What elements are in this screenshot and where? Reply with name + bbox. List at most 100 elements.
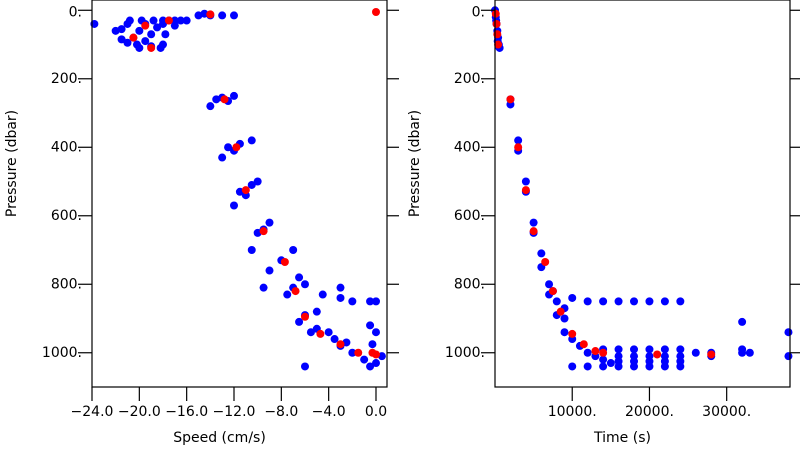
point: [218, 153, 227, 162]
y-tick-label: 200.: [51, 71, 82, 87]
point: [645, 297, 654, 306]
x-tick-label: 20000.: [625, 404, 674, 420]
point: [161, 30, 170, 39]
point: [738, 348, 747, 357]
point: [614, 345, 623, 354]
x-tick-label: −16.0: [165, 404, 208, 420]
point: [295, 317, 304, 326]
point: [206, 102, 215, 111]
point: [552, 297, 561, 306]
point: [117, 25, 126, 34]
point: [529, 227, 538, 236]
point: [336, 293, 345, 302]
x-axis-label: Speed (cm/s): [173, 430, 266, 446]
point: [784, 352, 793, 361]
point: [182, 16, 191, 25]
point: [170, 16, 179, 25]
point: [556, 307, 565, 316]
y-tick-label: 800.: [454, 276, 485, 292]
point: [135, 43, 144, 52]
y-tick-label: 400.: [51, 139, 82, 155]
point: [300, 280, 309, 289]
point: [583, 362, 592, 371]
point: [568, 362, 577, 371]
point: [371, 359, 380, 368]
point: [291, 287, 300, 296]
point: [224, 143, 233, 152]
point: [330, 335, 339, 344]
point: [371, 328, 380, 337]
y-axis-label: Pressure (dbar): [4, 110, 20, 217]
x-tick-label: −8.0: [264, 404, 298, 420]
point: [599, 355, 608, 364]
point: [141, 37, 150, 46]
point: [280, 257, 289, 266]
point: [660, 297, 669, 306]
point: [247, 136, 256, 145]
point: [645, 345, 654, 354]
point: [354, 348, 363, 357]
point: [229, 11, 238, 20]
x-tick-label: 30000.: [702, 404, 751, 420]
point: [300, 362, 309, 371]
point: [316, 329, 325, 338]
point: [366, 297, 375, 306]
point: [135, 26, 144, 35]
point: [366, 321, 375, 330]
x-tick-label: −20.0: [118, 404, 161, 420]
y-tick-label: 600.: [51, 208, 82, 224]
point: [676, 357, 685, 366]
point: [371, 350, 380, 359]
point: [660, 357, 669, 366]
point: [206, 10, 215, 19]
point: [336, 340, 345, 349]
y-tick-label: 0.: [472, 4, 485, 20]
point: [568, 293, 577, 302]
point: [253, 177, 262, 186]
point: [283, 290, 292, 299]
point: [247, 246, 256, 255]
point: [348, 297, 357, 306]
x-tick-label: 10000.: [548, 404, 597, 420]
y-tick-label: 1000.: [445, 345, 485, 361]
x-axis-label: Time (s): [593, 430, 651, 446]
point: [583, 297, 592, 306]
x-tick-label: 0.0: [365, 404, 387, 420]
point: [158, 16, 167, 25]
point: [591, 347, 600, 356]
point: [492, 19, 501, 28]
point: [630, 297, 639, 306]
point: [653, 350, 662, 359]
point: [583, 348, 592, 357]
point: [560, 328, 569, 337]
point: [784, 328, 793, 337]
point: [200, 9, 209, 18]
point: [630, 345, 639, 354]
point: [336, 283, 345, 292]
point: [676, 297, 685, 306]
point: [220, 95, 229, 104]
y-tick-label: 200.: [454, 71, 485, 87]
point: [129, 33, 138, 42]
point: [348, 348, 357, 357]
x-tick-label: −24.0: [71, 404, 114, 420]
x-tick-label: −4.0: [312, 404, 346, 420]
y-tick-label: 1000.: [42, 345, 82, 361]
y-tick-label: 400.: [454, 139, 485, 155]
point: [156, 43, 165, 52]
point: [645, 357, 654, 366]
point: [117, 35, 126, 44]
point: [514, 143, 523, 152]
point: [123, 38, 132, 47]
point: [147, 30, 156, 39]
point: [630, 357, 639, 366]
point: [312, 307, 321, 316]
point: [265, 266, 274, 275]
point: [218, 11, 227, 20]
point: [545, 280, 554, 289]
point: [548, 287, 557, 296]
point: [300, 312, 309, 321]
point: [660, 345, 669, 354]
point: [506, 95, 515, 104]
point: [541, 257, 550, 266]
